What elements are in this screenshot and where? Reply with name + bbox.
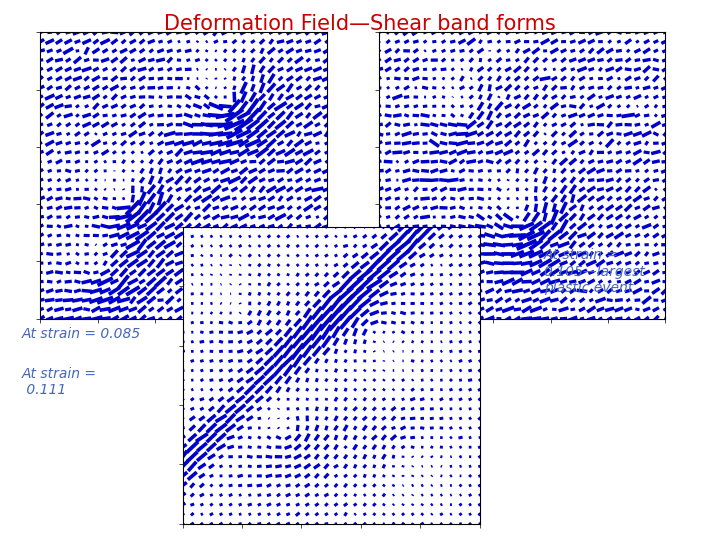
- Text: Deformation Field—Shear band forms: Deformation Field—Shear band forms: [164, 14, 556, 33]
- Text: At strain =
0.105—largest
plastic event: At strain = 0.105—largest plastic event: [544, 248, 645, 295]
- Text: At strain = 0.085: At strain = 0.085: [22, 327, 141, 341]
- Text: At strain =
 0.111: At strain = 0.111: [22, 367, 96, 397]
